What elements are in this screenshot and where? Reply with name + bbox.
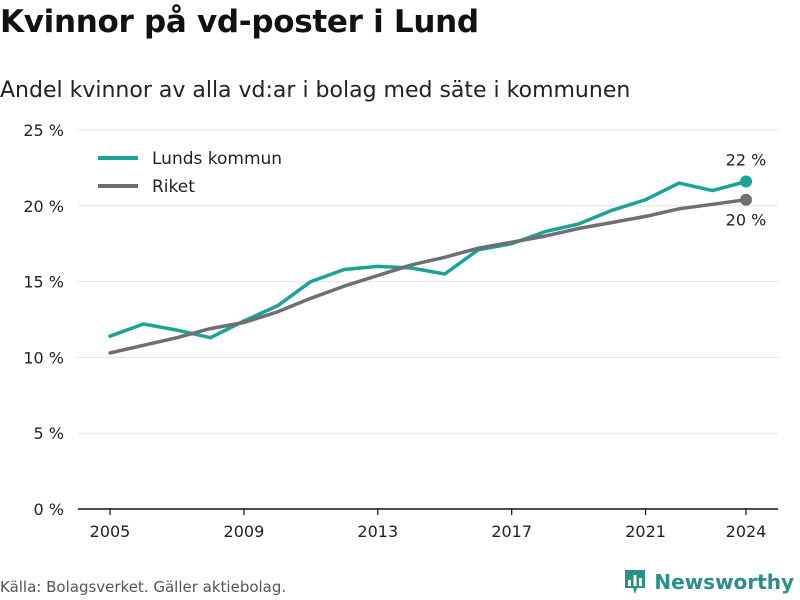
brand-name: Newsworthy [654, 570, 794, 594]
y-tick-label: 25 % [23, 121, 64, 140]
gridlines [78, 129, 778, 434]
source-note: Källa: Bolagsverket. Gäller aktiebolag. [0, 578, 287, 596]
y-tick-label: 0 % [34, 500, 64, 519]
y-tick-label: 15 % [23, 273, 64, 292]
bar-chart-logo-icon [625, 570, 646, 594]
axes: 0 % 5 % 10 % 15 % 20 % 25 % 2005 2009 2013 2017 20… [23, 121, 778, 541]
end-point-marker [740, 193, 752, 206]
series-lines [108, 175, 752, 355]
end-labels: 22 % 20 % [726, 151, 767, 230]
y-tick-label: 10 % [23, 348, 64, 367]
end-value-label: 22 % [726, 151, 767, 170]
y-tick-label: 5 % [34, 424, 64, 443]
x-tick-label: 2005 [90, 522, 131, 541]
x-tick-label: 2017 [491, 522, 532, 541]
legend-label: Lunds kommun [152, 149, 282, 169]
x-tick-label: 2024 [726, 522, 767, 541]
series-line-lunds-kommun [108, 179, 748, 340]
x-tick-label: 2021 [625, 522, 666, 541]
chart-subtitle: Andel kvinnor av alla vd:ar i bolag med … [0, 78, 631, 103]
legend-label: Riket [152, 177, 195, 197]
x-tick-label: 2013 [357, 522, 398, 541]
x-tick-label: 2009 [224, 522, 265, 541]
series-line-riket [108, 197, 748, 355]
brand-logo: Newsworthy [623, 568, 794, 596]
chart-title: Kvinnor på vd-poster i Lund [0, 4, 479, 40]
legend: Lunds kommun Riket [98, 149, 282, 197]
end-point-marker [740, 175, 752, 188]
end-value-label: 20 % [726, 211, 767, 230]
y-tick-label: 20 % [23, 197, 64, 216]
